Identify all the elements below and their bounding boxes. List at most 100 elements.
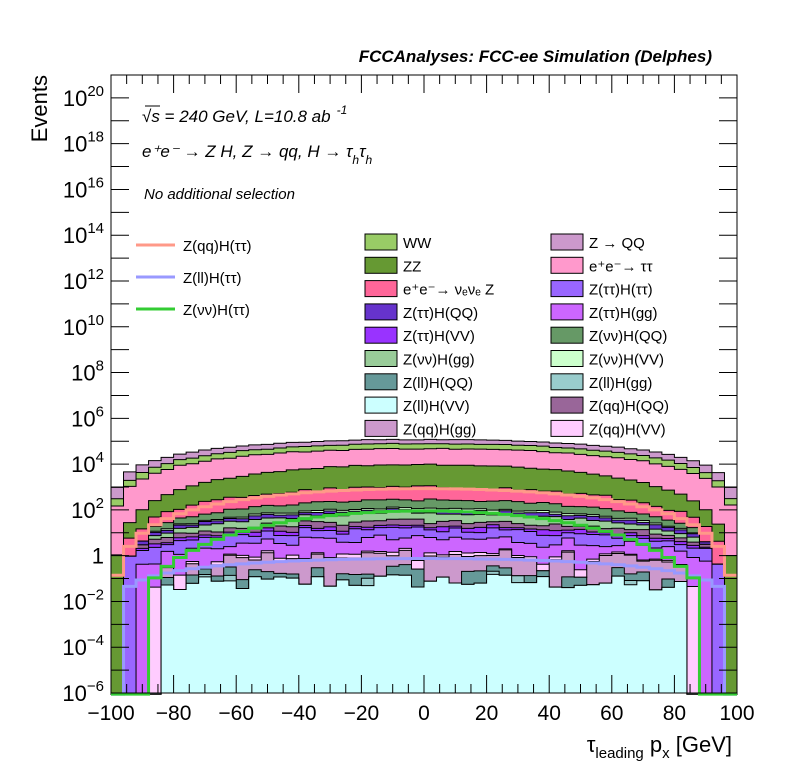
y-tick-base: 10 xyxy=(63,86,87,111)
legend-swatch xyxy=(550,373,584,391)
y-tick-label: 104 xyxy=(71,449,104,477)
legend-line-label: Z(qq)H(ττ) xyxy=(183,238,252,255)
legend-label: Z(ττ)H(QQ) xyxy=(403,305,478,322)
y-tick-base: 10 xyxy=(63,132,87,157)
x-tick-label: 100 xyxy=(719,702,754,725)
legend-label: Z(ll)H(gg) xyxy=(589,375,652,392)
x-tick-label: −20 xyxy=(344,702,380,725)
legend-swatch xyxy=(364,280,398,298)
legend-swatch xyxy=(550,396,584,414)
x-label-sub2: x xyxy=(662,745,670,762)
x-tick-label: −60 xyxy=(218,702,254,725)
process-annotation: e⁺e⁻ → Z H, Z → qq, H → τhτh xyxy=(142,142,372,167)
legend-label: WW xyxy=(403,235,432,252)
line-z-qq-h- xyxy=(111,487,737,577)
y-axis-label: Events xyxy=(27,75,52,142)
legend-swatch xyxy=(550,326,584,344)
legend-label: Z(νν)H(VV) xyxy=(589,352,664,369)
legend-label: Z → QQ xyxy=(589,235,645,252)
legend-label: Z(ll)H(QQ) xyxy=(403,375,473,392)
signal-legend: Z(qq)H(ττ) Z(ll)H(ττ) Z(νν)H(ττ) xyxy=(136,238,252,319)
y-tick-exponent: 18 xyxy=(87,129,104,146)
x-axis-label: τleading px [GeV] xyxy=(587,732,732,762)
legend-label: ZZ xyxy=(403,258,421,275)
legend-label: Z(qq)H(gg) xyxy=(403,421,476,438)
legend-swatch xyxy=(550,303,584,321)
legend-swatch xyxy=(364,233,398,251)
y-tick-base: 10 xyxy=(63,177,87,202)
y-tick-label: 102 xyxy=(71,495,104,523)
legend-label: Z(ll)H(VV) xyxy=(403,398,470,415)
x-tick-label: 0 xyxy=(418,702,430,725)
y-tick-label: 1016 xyxy=(63,174,104,202)
legend-swatch xyxy=(550,256,584,274)
y-tick-base: 10 xyxy=(71,498,95,523)
x-label-tau: τ xyxy=(587,732,596,757)
y-tick-label: 106 xyxy=(71,403,104,431)
legend-swatch xyxy=(364,303,398,321)
x-tick-label: 40 xyxy=(538,702,561,725)
y-tick-base: 10 xyxy=(71,406,95,431)
x-tick-label: 20 xyxy=(475,702,498,725)
y-tick-label: 1018 xyxy=(63,129,104,157)
x-label-sub: leading xyxy=(595,745,643,762)
y-tick-label: 10−2 xyxy=(62,586,104,614)
legend-line-label: Z(ll)H(ττ) xyxy=(183,270,242,287)
process-text: e⁺e⁻ → Z H, Z → qq, H → τ xyxy=(142,142,354,161)
legend-swatch xyxy=(364,373,398,391)
y-tick-label: 10−4 xyxy=(62,632,104,660)
signal-overlay-lines xyxy=(111,487,737,696)
y-tick-base: 10 xyxy=(62,681,86,706)
energy-exponent: -1 xyxy=(337,103,348,117)
x-label-p: p xyxy=(644,732,662,757)
y-tick-exponent: 6 xyxy=(96,403,104,420)
y-tick-exponent: 2 xyxy=(96,495,104,512)
legend-swatch xyxy=(364,326,398,344)
legend-swatch xyxy=(550,233,584,251)
y-tick-label: 1012 xyxy=(63,266,104,294)
legend-swatch xyxy=(550,419,584,437)
y-tick-exponent: −2 xyxy=(87,586,104,603)
legend-swatch xyxy=(364,419,398,437)
legend-swatch xyxy=(364,350,398,367)
x-tick-label: 60 xyxy=(600,702,623,725)
y-tick-base: 10 xyxy=(71,361,95,386)
y-tick-base: 10 xyxy=(62,589,86,614)
process-sub-2: h xyxy=(365,153,372,167)
legend-label: Z(qq)H(QQ) xyxy=(589,398,669,415)
y-tick-exponent: −4 xyxy=(87,632,104,649)
y-tick-exponent: 14 xyxy=(87,220,104,237)
line-z-h- xyxy=(111,509,737,696)
legend-label: e⁺e⁻→ ττ xyxy=(589,258,653,275)
axis-ticks xyxy=(110,74,738,694)
x-tick-label: −40 xyxy=(281,702,317,725)
y-tick-base: 10 xyxy=(63,223,87,248)
stack-z-ll-h-vv- xyxy=(110,573,738,695)
legend-swatch xyxy=(550,350,584,367)
y-tick-base: 10 xyxy=(71,452,95,477)
legend-label: Z(νν)H(QQ) xyxy=(589,328,667,345)
x-tick-label: 80 xyxy=(663,702,686,725)
y-tick-label: 1010 xyxy=(63,312,104,340)
legend-label: Z(ττ)H(ττ) xyxy=(589,282,653,299)
process-sub-1: h xyxy=(352,153,359,167)
y-tick-exponent: 4 xyxy=(96,449,104,466)
legend-swatch xyxy=(550,280,584,298)
energy-annotation: √s = 240 GeV, L=10.8 ab -1 xyxy=(142,103,347,126)
y-tick-base: 10 xyxy=(63,269,87,294)
y-tick-labels: 102010181016101410121010108106104102110−… xyxy=(62,83,104,706)
x-tick-label: −80 xyxy=(156,702,192,725)
y-tick-exponent: 20 xyxy=(87,83,104,100)
chart-title: FCCAnalyses: FCC-ee Simulation (Delphes) xyxy=(359,47,713,66)
y-tick-exponent: 10 xyxy=(87,312,104,329)
legend-label: Z(ττ)H(gg) xyxy=(589,305,658,322)
background-legend: WW ZZ e⁺e⁻→ νₑνₑ Z Z(ττ)H(QQ) Z(ττ)H(VV) Z(νν… xyxy=(364,233,669,438)
y-tick-label: 108 xyxy=(71,358,104,386)
y-tick-base: 10 xyxy=(63,315,87,340)
selection-annotation: No additional selection xyxy=(144,186,295,203)
y-tick-label: 1014 xyxy=(63,220,104,248)
y-tick-base: 10 xyxy=(62,635,86,660)
y-tick-exponent: 12 xyxy=(87,266,104,283)
process-tau-2: τ xyxy=(359,142,367,161)
y-tick-exponent: −6 xyxy=(87,678,104,695)
